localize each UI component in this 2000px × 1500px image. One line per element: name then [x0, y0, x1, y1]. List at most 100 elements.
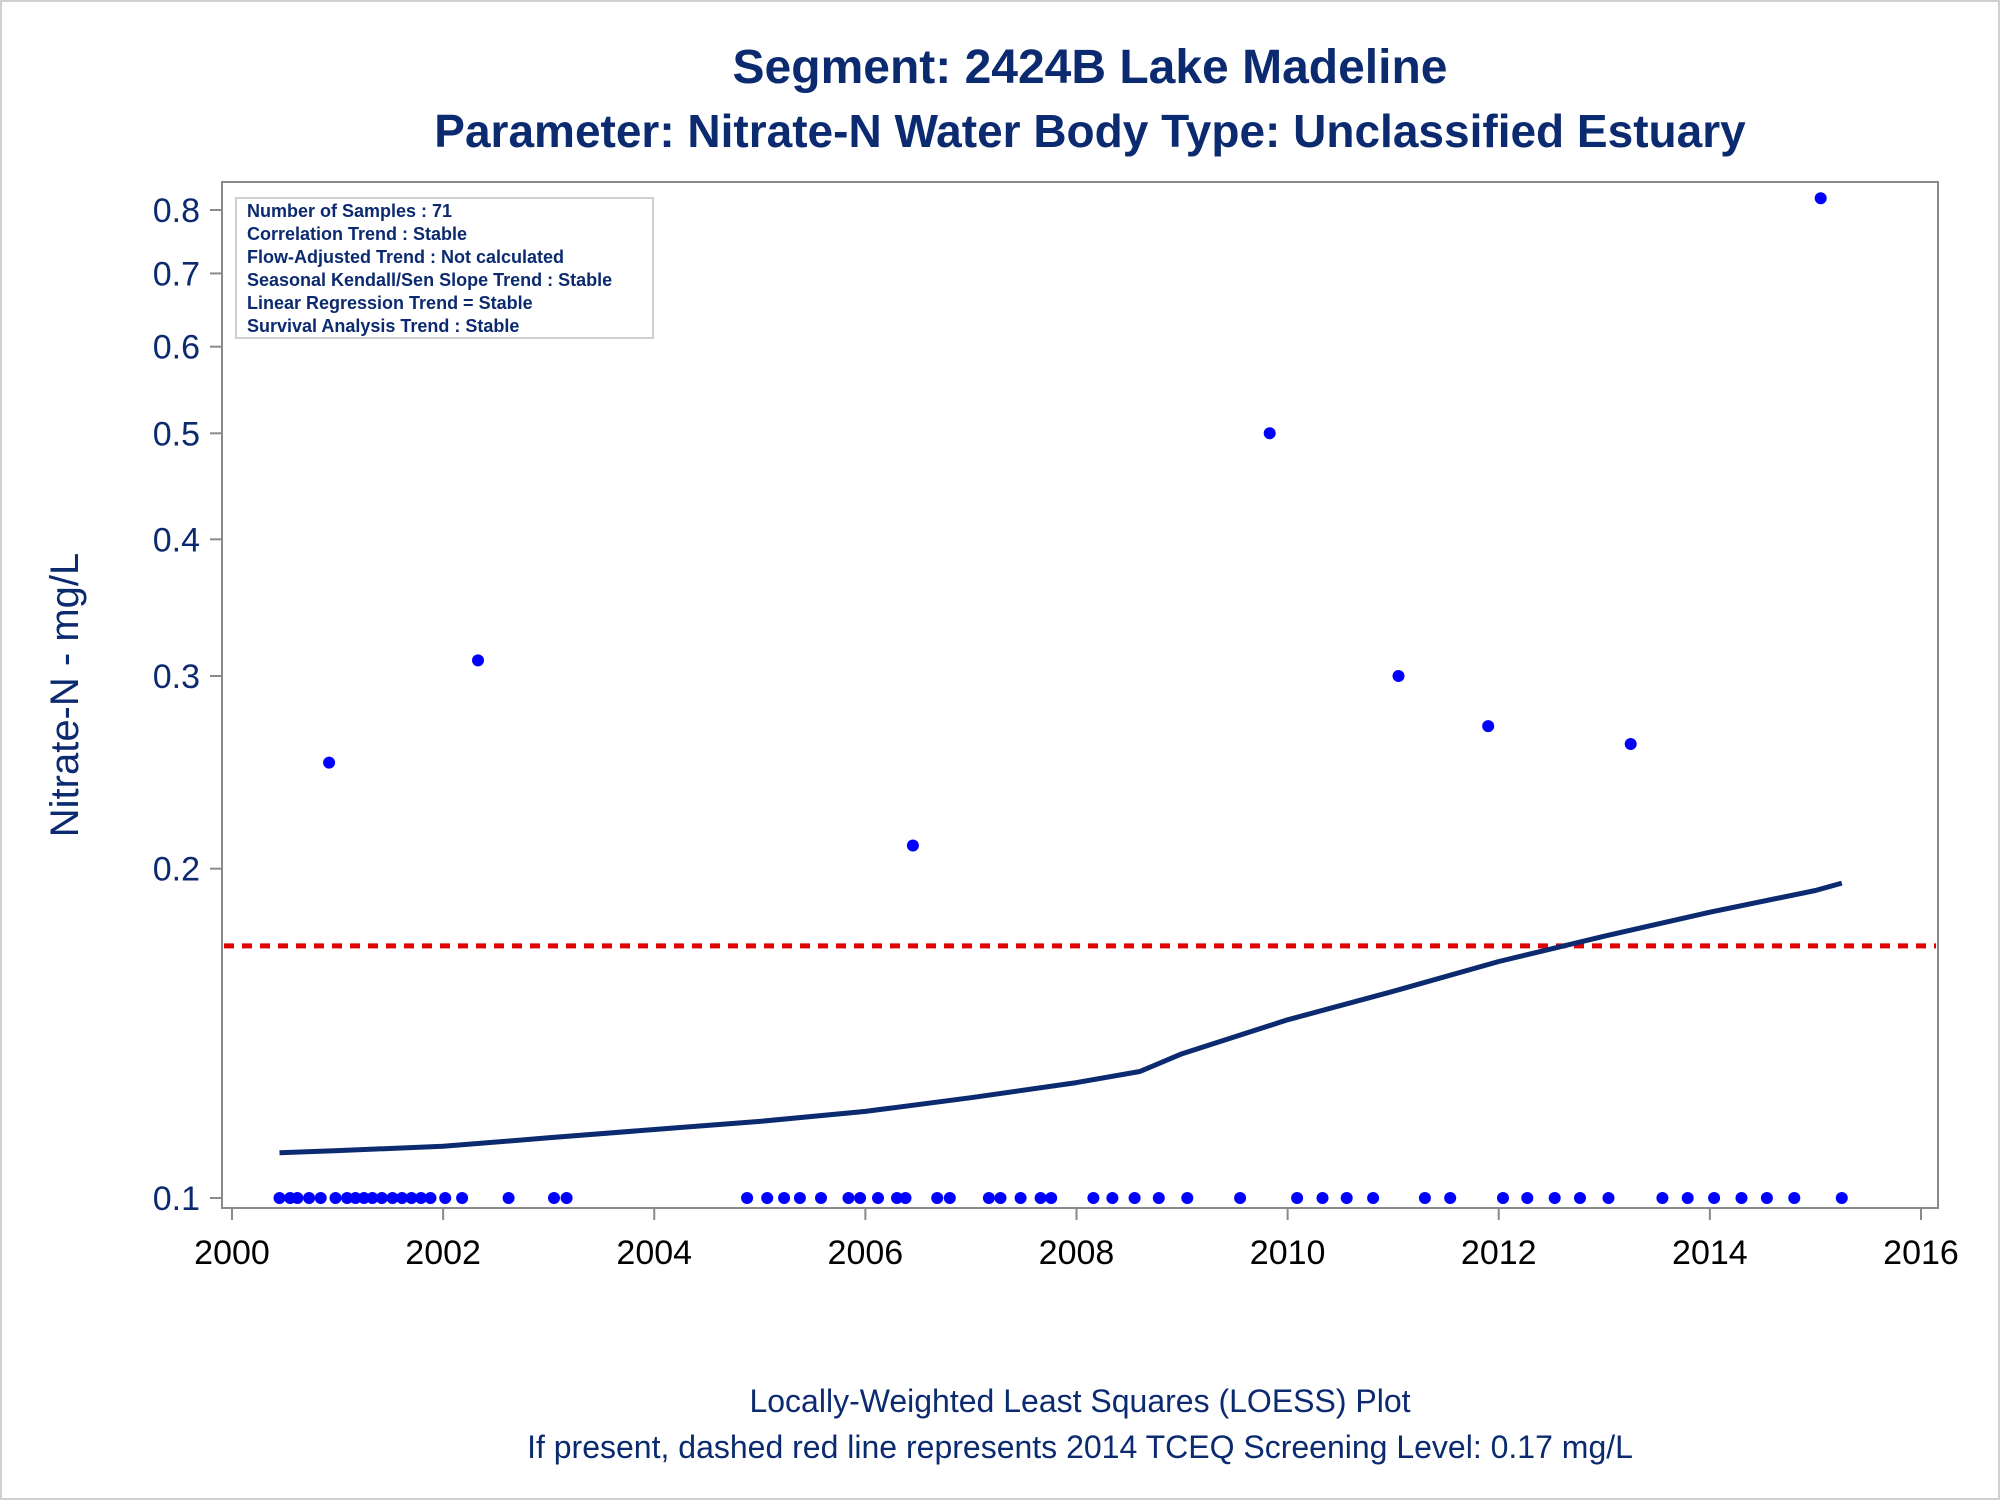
data-point — [1656, 1192, 1669, 1204]
data-point — [341, 1192, 354, 1204]
data-point — [349, 1192, 362, 1204]
data-point — [1760, 1192, 1773, 1204]
data-point — [291, 1192, 304, 1204]
data-point — [891, 1192, 903, 1204]
data-point — [761, 1192, 774, 1204]
data-point — [1128, 1192, 1141, 1204]
stats-box-border — [235, 197, 654, 339]
data-point — [1152, 1192, 1165, 1204]
y-tick-label: 0.8 — [153, 192, 200, 230]
data-point — [1418, 1192, 1431, 1204]
x-tick-label: 2004 — [616, 1234, 692, 1272]
data-point — [560, 1192, 573, 1204]
x-tick-label: 2012 — [1461, 1234, 1537, 1272]
data-point — [439, 1192, 452, 1204]
data-point — [273, 1192, 286, 1204]
data-point — [1392, 670, 1405, 682]
data-point — [1814, 192, 1827, 205]
stats-line: Linear Regression Trend = Stable — [247, 293, 533, 313]
data-point — [1014, 1192, 1027, 1204]
data-point — [386, 1192, 399, 1204]
data-point — [1291, 1192, 1304, 1204]
data-point — [1521, 1192, 1534, 1204]
data-point — [1835, 1192, 1848, 1204]
y-tick-label: 0.6 — [153, 329, 200, 367]
data-point — [314, 1192, 327, 1204]
stats-line: Survival Analysis Trend : Stable — [247, 316, 519, 336]
data-point — [303, 1192, 316, 1204]
data-point — [1624, 738, 1637, 750]
loess-curve — [279, 880, 1843, 1156]
data-point — [1788, 1192, 1801, 1204]
data-point — [842, 1192, 855, 1204]
x-tick-label: 2000 — [194, 1234, 270, 1272]
data-point — [1548, 1192, 1561, 1204]
x-tick-label: 2008 — [1039, 1234, 1115, 1272]
data-point — [943, 1192, 956, 1204]
data-point — [323, 756, 336, 769]
data-point — [366, 1192, 379, 1204]
data-point — [1045, 1192, 1058, 1204]
stats-box: Number of Samples : 71 Correlation Trend… — [235, 197, 654, 339]
data-point — [548, 1192, 560, 1204]
stats-line: Correlation Trend : Stable — [247, 224, 467, 244]
data-point — [375, 1192, 388, 1204]
data-point — [415, 1192, 427, 1204]
data-points — [273, 192, 1848, 1204]
x-tick-label: 2014 — [1672, 1234, 1748, 1272]
data-point — [1482, 720, 1495, 733]
y-tick-label: 0.7 — [153, 255, 200, 293]
data-point — [358, 1192, 370, 1204]
data-point — [472, 654, 484, 667]
y-tick-label: 0.2 — [153, 851, 200, 889]
data-point — [906, 839, 919, 852]
chart-subtitle: Parameter: Nitrate-N Water Body Type: Un… — [434, 105, 1746, 157]
y-axis-label: Nitrate-N - mg/L — [43, 553, 87, 838]
y-tick-label: 0.5 — [153, 415, 200, 453]
data-point — [1735, 1192, 1748, 1204]
y-tick-label: 0.3 — [153, 658, 200, 696]
data-point — [815, 1192, 827, 1204]
data-point — [1234, 1192, 1247, 1204]
data-point — [1602, 1192, 1615, 1204]
data-point — [1444, 1192, 1457, 1204]
x-tick-label: 2006 — [828, 1234, 904, 1272]
data-point — [1087, 1192, 1100, 1204]
data-point — [502, 1192, 515, 1204]
data-point — [1497, 1192, 1509, 1204]
y-tick-label: 0.1 — [153, 1180, 200, 1218]
x-axis: 2000 2002 2004 2006 2008 2010 2012 2014 2016 — [194, 1208, 1959, 1272]
x-tick-label: 2016 — [1883, 1234, 1959, 1272]
stats-line: Seasonal Kendall/Sen Slope Trend : Stabl… — [247, 270, 612, 290]
data-point — [994, 1192, 1007, 1204]
data-point — [405, 1192, 418, 1204]
data-point — [793, 1192, 806, 1204]
data-point — [424, 1192, 437, 1204]
data-point — [1681, 1192, 1694, 1204]
data-point — [1340, 1192, 1353, 1204]
data-point — [396, 1192, 408, 1204]
data-point — [1316, 1192, 1329, 1204]
data-point — [1708, 1192, 1721, 1204]
data-point — [1263, 427, 1276, 440]
data-point — [329, 1192, 342, 1204]
data-point — [456, 1192, 469, 1204]
data-point — [1181, 1192, 1194, 1204]
x-tick-label: 2010 — [1250, 1234, 1326, 1272]
stats-line: Number of Samples : 71 — [247, 201, 452, 221]
data-point — [1367, 1192, 1380, 1204]
data-point — [1574, 1192, 1586, 1204]
data-point — [931, 1192, 944, 1204]
plot-area — [221, 181, 1939, 1209]
data-point — [1106, 1192, 1119, 1204]
data-point — [1034, 1192, 1047, 1204]
data-point — [854, 1192, 867, 1204]
footnote-screening: If present, dashed red line represents 2… — [527, 1429, 1633, 1465]
stats-line: Flow-Adjusted Trend : Not calculated — [247, 247, 564, 267]
y-tick-label: 0.4 — [153, 521, 200, 559]
footnote-loess: Locally-Weighted Least Squares (LOESS) P… — [749, 1383, 1410, 1419]
chart-title: Segment: 2424B Lake Madeline — [733, 41, 1448, 94]
x-tick-label: 2002 — [405, 1234, 481, 1272]
